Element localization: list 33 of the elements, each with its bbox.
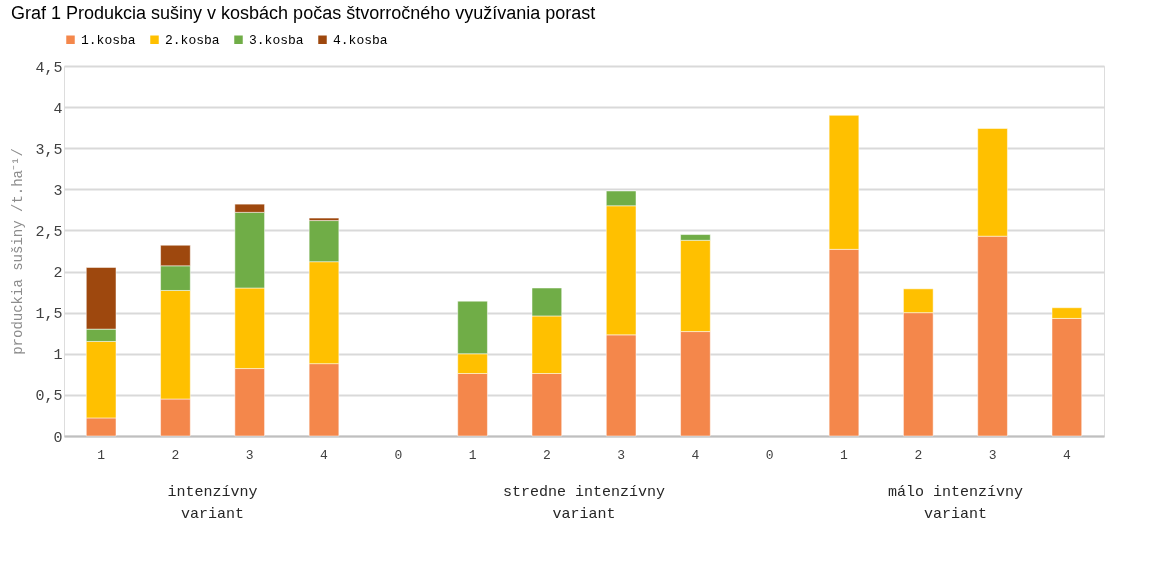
y-tick-label: 0,5 [35, 388, 63, 406]
x-tick-label: 4 [691, 447, 700, 463]
legend-label: 4.kosba [333, 32, 388, 48]
x-tick-label: 2 [914, 447, 923, 463]
y-tick-label: 2,5 [35, 223, 63, 241]
text: málo intenzívny variant [887, 484, 1023, 523]
x-tick-label: 4 [320, 447, 329, 463]
legend-label: 2.kosba [165, 32, 220, 48]
y-tick-label: 4 [53, 100, 63, 118]
y-tick-label: 3,5 [35, 141, 63, 159]
y-tick-label: 1,5 [35, 306, 63, 324]
x-tick-label: 0 [765, 447, 774, 463]
x-tick-label: 3 [617, 447, 626, 463]
y-axis-title: produckia sušiny /t.ha⁻¹/ [10, 148, 27, 355]
x-tick-label: 2 [171, 447, 180, 463]
y-tick-label: 3 [53, 182, 63, 200]
chart-title: Graf 1 Produkcia sušiny v kosbách počas štvorročného využívania porast [11, 3, 596, 23]
x-tick-label: 1 [97, 447, 106, 463]
x-tick-label: 1 [468, 447, 477, 463]
x-tick-label: 4 [1062, 447, 1071, 463]
legend-label: 3.kosba [249, 32, 304, 48]
text: intenzívny variant [167, 484, 258, 523]
legend-label: 1.kosba [81, 32, 136, 48]
y-tick-label: 0 [53, 429, 63, 447]
y-tick-label: 4,5 [35, 59, 63, 77]
x-tick-label: 3 [988, 447, 997, 463]
y-tick-label: 1 [53, 347, 63, 365]
x-tick-label: 3 [245, 447, 254, 463]
y-tick-label: 2 [53, 265, 63, 283]
x-tick-label: 2 [542, 447, 551, 463]
x-tick-label: 1 [840, 447, 849, 463]
text: stredne intenzívny variant [502, 484, 666, 523]
x-tick-label: 0 [394, 447, 403, 463]
